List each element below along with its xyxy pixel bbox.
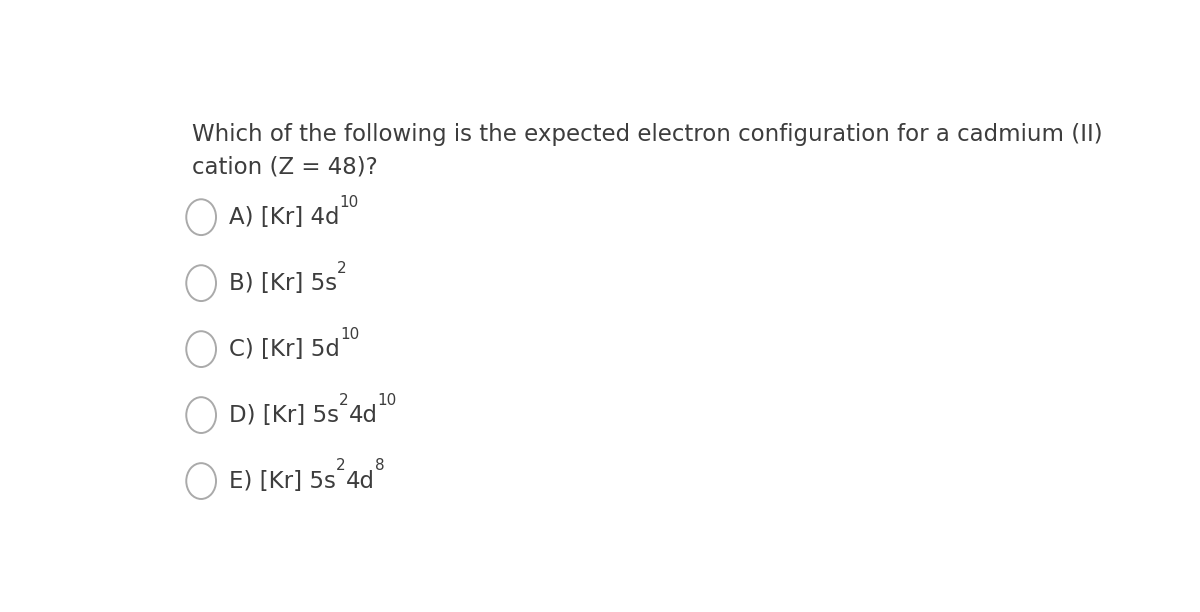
Text: 2: 2 xyxy=(336,458,346,474)
Text: C) [Kr] 5d: C) [Kr] 5d xyxy=(229,338,340,360)
Text: E) [Kr] 5s: E) [Kr] 5s xyxy=(229,469,336,493)
Text: Which of the following is the expected electron configuration for a cadmium (II): Which of the following is the expected e… xyxy=(192,123,1103,146)
Text: 10: 10 xyxy=(340,327,359,341)
Text: 2: 2 xyxy=(340,392,349,408)
Text: 4d: 4d xyxy=(349,403,378,427)
Text: A) [Kr] 4d: A) [Kr] 4d xyxy=(229,206,340,229)
Text: 8: 8 xyxy=(374,458,384,474)
Text: B) [Kr] 5s: B) [Kr] 5s xyxy=(229,272,337,294)
Text: cation (Z = 48)?: cation (Z = 48)? xyxy=(192,156,378,179)
Text: D) [Kr] 5s: D) [Kr] 5s xyxy=(229,403,340,427)
Text: 4d: 4d xyxy=(346,469,374,493)
Text: 2: 2 xyxy=(337,261,347,275)
Text: 10: 10 xyxy=(378,392,397,408)
Text: 10: 10 xyxy=(340,195,359,209)
